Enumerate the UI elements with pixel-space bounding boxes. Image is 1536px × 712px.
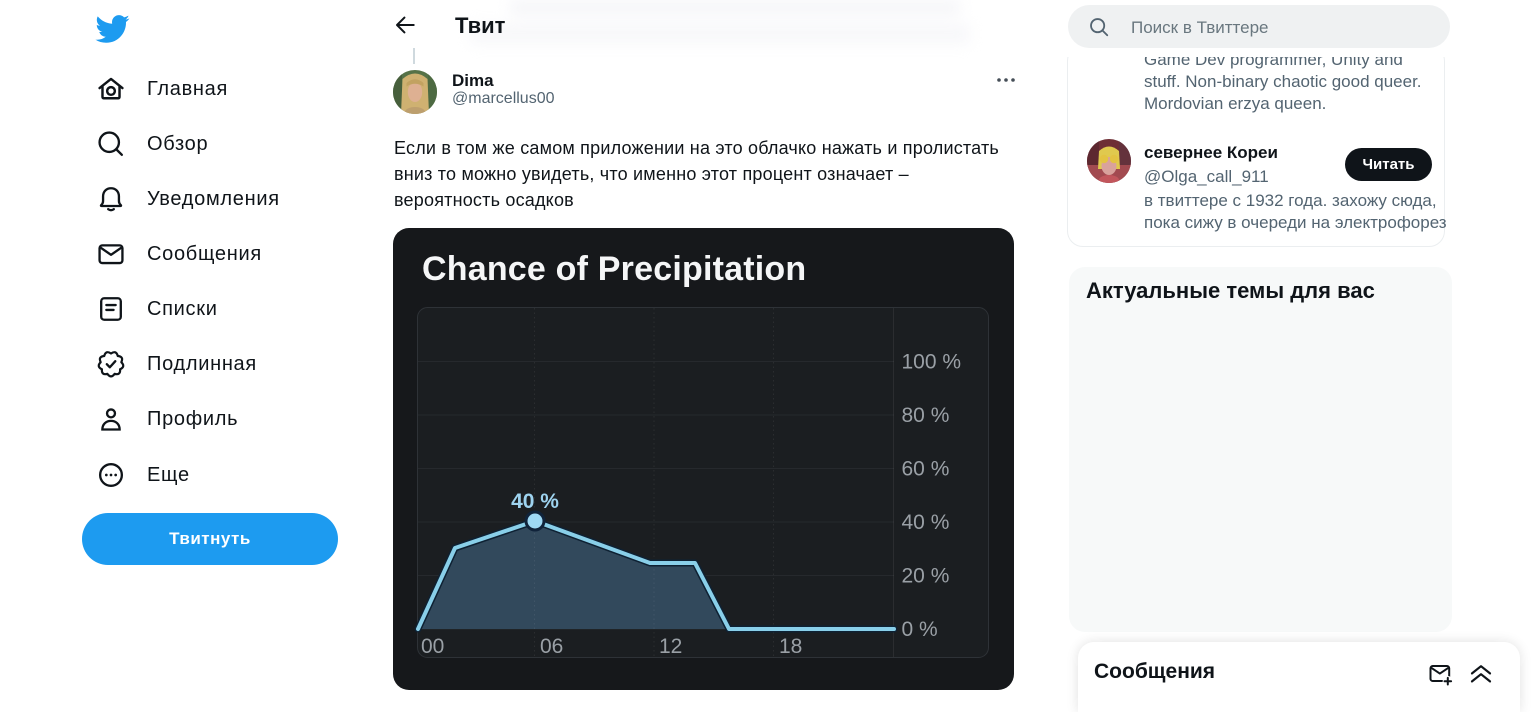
svg-text:60 %: 60 % (902, 458, 950, 481)
svg-text:12: 12 (659, 635, 682, 658)
svg-text:40 %: 40 % (902, 511, 950, 534)
svg-text:100 %: 100 % (902, 351, 962, 374)
svg-text:00: 00 (421, 635, 444, 658)
svg-text:20 %: 20 % (902, 565, 950, 588)
svg-text:40 %: 40 % (511, 490, 559, 513)
svg-text:18: 18 (779, 635, 802, 658)
svg-text:0 %: 0 % (902, 618, 938, 641)
svg-text:80 %: 80 % (902, 404, 950, 427)
svg-text:06: 06 (540, 635, 563, 658)
